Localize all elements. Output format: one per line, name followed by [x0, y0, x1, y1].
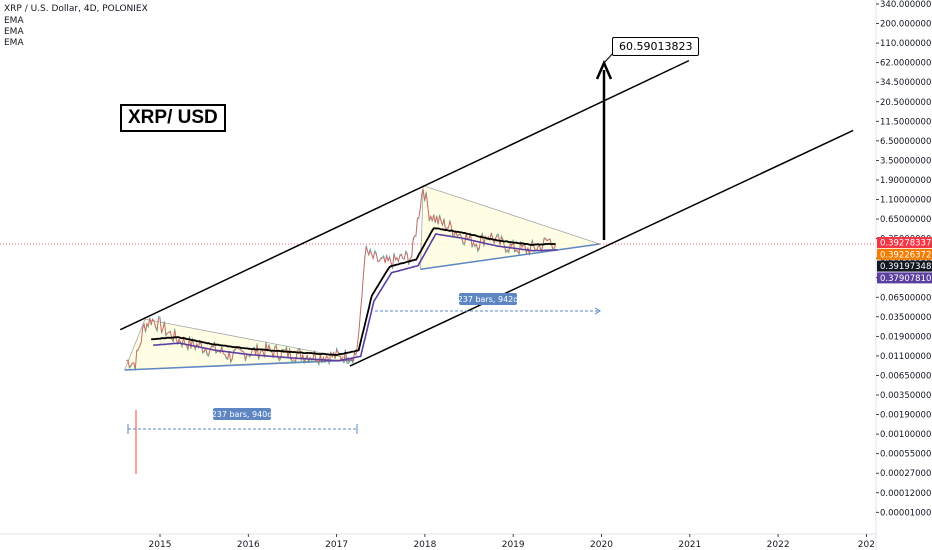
y-tick-label: 0.03500000	[880, 313, 931, 323]
target-price-label[interactable]: 60.59013823	[612, 37, 700, 56]
x-tick-label: 2019	[502, 540, 525, 550]
triangle-support-2018[interactable]	[420, 243, 600, 270]
channel-upper-line[interactable]	[119, 59, 690, 331]
y-tick-label: 0.06500000	[880, 293, 931, 303]
ema-badge-orange[interactable]	[877, 248, 932, 260]
x-tick-label: 202	[858, 540, 875, 550]
measure-badge-1[interactable]	[213, 408, 271, 420]
y-tick-label: 11.50000000	[880, 117, 932, 127]
measure-badge-2[interactable]	[459, 293, 517, 305]
x-tick-label: 2017	[325, 540, 348, 550]
y-tick-label: 0.00100000	[880, 430, 931, 440]
y-tick-label: 20.50000000	[880, 98, 932, 108]
ema-indicator-3[interactable]: EMA	[4, 38, 24, 48]
y-tick-label: 0.65000000	[880, 215, 931, 225]
y-tick-label: 0.01100000	[880, 352, 931, 362]
y-tick-label: 0.00055000	[880, 450, 931, 460]
ema-badge-black[interactable]	[877, 260, 932, 272]
symbol-header[interactable]: XRP / U.S. Dollar, 4D, POLONIEX	[4, 4, 148, 14]
x-tick-label: 2021	[678, 540, 701, 550]
y-tick-label: 34.50000000	[880, 78, 932, 88]
y-tick-label: 6.50000000	[880, 137, 931, 147]
y-tick-label: 1.90000000	[880, 176, 931, 186]
x-tick-label: 2020	[590, 540, 613, 550]
x-tick-label: 2015	[149, 540, 172, 550]
x-tick-label: 2022	[767, 540, 790, 550]
y-tick-label: 200.00000000	[880, 20, 932, 30]
x-tick-label: 2016	[237, 540, 260, 550]
last-price-badge-label: 0.39278337	[880, 239, 931, 249]
chart-title-annotation[interactable]: XRP/ USD	[120, 104, 226, 132]
measure-arrow-2	[594, 307, 601, 315]
y-tick-label: 0.00650000	[880, 371, 931, 381]
x-tick-label: 2018	[413, 540, 436, 550]
channel-lower-line[interactable]	[349, 129, 854, 367]
measure-label-2: 237 bars, 942d	[458, 295, 519, 304]
y-tick-label: 110.00000000	[880, 39, 932, 49]
y-tick-label: 0.01900000	[880, 332, 931, 342]
y-tick-label: 0.00350000	[880, 391, 931, 401]
y-tick-label: 0.00027000	[880, 469, 931, 479]
y-tick-label: 1.10000000	[880, 196, 931, 206]
last-price-badge[interactable]	[877, 237, 932, 248]
measure-label-1: 237 bars, 940d	[212, 410, 273, 419]
ema-badge-purple[interactable]	[877, 272, 932, 284]
y-tick-label: 3.50000000	[880, 156, 931, 166]
ema-badge-orange-label: 0.39226372	[880, 250, 931, 260]
y-tick-label: 0.00001000	[880, 508, 931, 518]
y-tick-label: 62.00000000	[880, 59, 932, 69]
y-tick-label: 0.00012000	[880, 489, 931, 499]
ema-line-black[interactable]	[151, 227, 556, 356]
ema-line-purple[interactable]	[153, 233, 558, 362]
y-tick-label: 340.00000000	[880, 0, 932, 10]
ema-badge-black-label: 0.39197348	[880, 262, 931, 272]
ema-indicator-1[interactable]: EMA	[4, 16, 24, 26]
ema-badge-purple-label: 0.37907810	[880, 274, 931, 284]
y-tick-label: 0.00190000	[880, 411, 931, 421]
ema-indicator-2[interactable]: EMA	[4, 27, 24, 37]
